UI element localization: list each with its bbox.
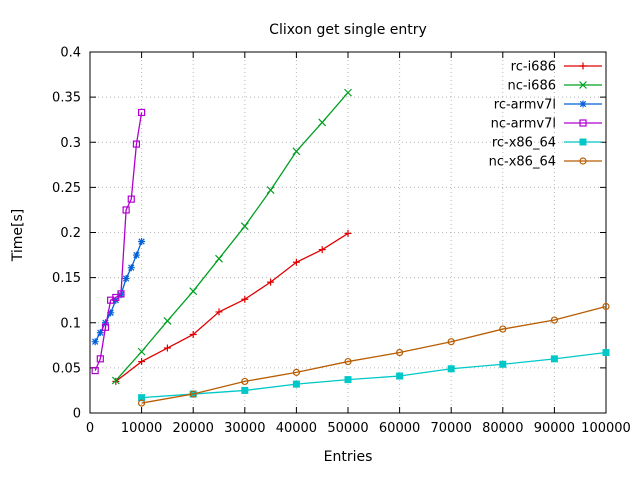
- x-tick-label: 90000: [534, 421, 575, 436]
- x-tick-label: 30000: [224, 421, 265, 436]
- series-nc-x86_64-marker: [447, 338, 455, 346]
- legend-marker-nc-armv7l: [579, 119, 587, 127]
- legend-marker-rc-x86_64: [579, 138, 587, 146]
- series-rc-i686-marker: [267, 278, 275, 286]
- series-rc-i686-marker: [163, 344, 171, 352]
- x-tick-label: 100000: [581, 421, 631, 436]
- series-rc-armv7l-marker: [128, 264, 135, 271]
- series-nc-x86_64-marker: [602, 302, 610, 311]
- series-nc-armv7l-marker: [91, 366, 99, 375]
- series-rc-armv7l-marker: [138, 238, 145, 245]
- series-rc-x86_64-marker: [241, 386, 249, 394]
- series-nc-armv7l-marker: [101, 323, 110, 331]
- series-nc-x86_64-marker: [550, 316, 559, 324]
- series-rc-i686-marker: [241, 295, 249, 303]
- series-rc-armv7l-marker: [122, 275, 130, 282]
- x-tick-label: 10000: [121, 421, 162, 436]
- x-tick-label: 70000: [431, 421, 472, 436]
- series-rc-x86_64-marker: [344, 376, 352, 384]
- series-nc-i686-marker: [111, 376, 120, 385]
- legend-label-rc-x86_64: rc-x86_64: [492, 136, 556, 151]
- legend-marker-nc-i686: [579, 81, 587, 89]
- series-nc-armv7l-line: [94, 112, 143, 371]
- legend-label-nc-armv7l: nc-armv7l: [491, 117, 556, 132]
- legend-marker-rc-i686: [579, 62, 587, 70]
- series-nc-i686-line: [115, 92, 349, 381]
- series-rc-i686-marker: [112, 377, 120, 385]
- series-rc-i686-marker: [344, 229, 352, 237]
- series-nc-x86_64-marker: [189, 390, 197, 398]
- series-nc-i686-marker: [240, 222, 249, 231]
- series-nc-armv7l-marker: [96, 355, 104, 363]
- series-nc-i686-marker: [266, 186, 275, 195]
- chart-title: Clixon get single entry: [269, 22, 427, 38]
- y-tick-label: 0.3: [60, 136, 81, 151]
- series-nc-i686-marker: [318, 118, 327, 127]
- series-rc-x86_64-line: [141, 351, 607, 399]
- y-tick-label: 0.1: [60, 316, 81, 331]
- x-tick-label: 40000: [276, 421, 317, 436]
- y-tick-label: 0.4: [60, 46, 81, 61]
- series-nc-armv7l-marker: [138, 108, 146, 117]
- series-rc-armv7l-marker: [133, 251, 140, 259]
- x-tick-label: 80000: [482, 421, 523, 436]
- series-nc-armv7l-marker: [117, 290, 125, 298]
- series-nc-x86_64-line: [141, 305, 607, 404]
- series-nc-x86_64-marker: [499, 325, 507, 333]
- x-axis-label: Entries: [323, 449, 373, 465]
- series-rc-x86_64-marker: [550, 355, 558, 363]
- y-tick-label: 0.05: [52, 361, 81, 376]
- series-nc-i686-marker: [137, 347, 146, 356]
- series-nc-armv7l-marker: [127, 195, 135, 203]
- series-rc-x86_64-marker: [499, 360, 507, 368]
- series-rc-i686-marker: [215, 308, 223, 316]
- series-rc-x86_64-marker: [447, 365, 455, 373]
- y-tick-label: 0.15: [52, 271, 81, 286]
- series-rc-armv7l-marker: [92, 338, 99, 345]
- x-tick-label: 50000: [327, 421, 368, 436]
- series-nc-x86_64-marker: [241, 377, 249, 386]
- y-tick-label: 0.25: [52, 181, 81, 196]
- x-tick-label: 0: [86, 421, 94, 436]
- series-nc-i686-marker: [215, 254, 223, 263]
- series-rc-i686-marker: [189, 330, 197, 338]
- x-tick-label: 20000: [173, 421, 214, 436]
- y-tick-label: 0: [73, 407, 81, 422]
- series-rc-i686-line: [115, 232, 349, 382]
- series-rc-x86_64-marker: [396, 372, 404, 380]
- series-nc-armv7l-marker: [112, 293, 120, 302]
- series-rc-i686-marker: [138, 358, 146, 366]
- series-nc-x86_64-marker: [138, 399, 146, 407]
- series-nc-i686-marker: [189, 287, 198, 296]
- x-tick-label: 60000: [379, 421, 420, 436]
- series-rc-i686-marker: [292, 258, 300, 266]
- series-nc-x86_64-marker: [292, 368, 300, 376]
- legend-label-nc-x86_64: nc-x86_64: [489, 155, 556, 170]
- legend-marker-rc-armv7l: [579, 100, 587, 108]
- y-tick-label: 0.35: [52, 91, 81, 106]
- legend-label-nc-i686: nc-i686: [507, 79, 556, 94]
- series-nc-armv7l-marker: [132, 140, 141, 148]
- y-tick-label: 0.2: [60, 226, 81, 241]
- series-nc-i686-marker: [292, 147, 301, 156]
- series-rc-x86_64-marker: [602, 349, 610, 357]
- series-nc-i686-marker: [163, 317, 172, 325]
- series-rc-x86_64-marker: [292, 380, 300, 388]
- legend-label-rc-i686: rc-i686: [511, 60, 556, 75]
- series-nc-x86_64-marker: [344, 357, 352, 366]
- series-nc-i686-marker: [344, 88, 352, 97]
- legend-label-rc-armv7l: rc-armv7l: [494, 98, 556, 113]
- series-nc-armv7l-marker: [122, 206, 130, 214]
- series-rc-i686-marker: [318, 246, 326, 254]
- legend-marker-nc-x86_64: [579, 157, 587, 165]
- series-nc-x86_64-marker: [396, 348, 404, 357]
